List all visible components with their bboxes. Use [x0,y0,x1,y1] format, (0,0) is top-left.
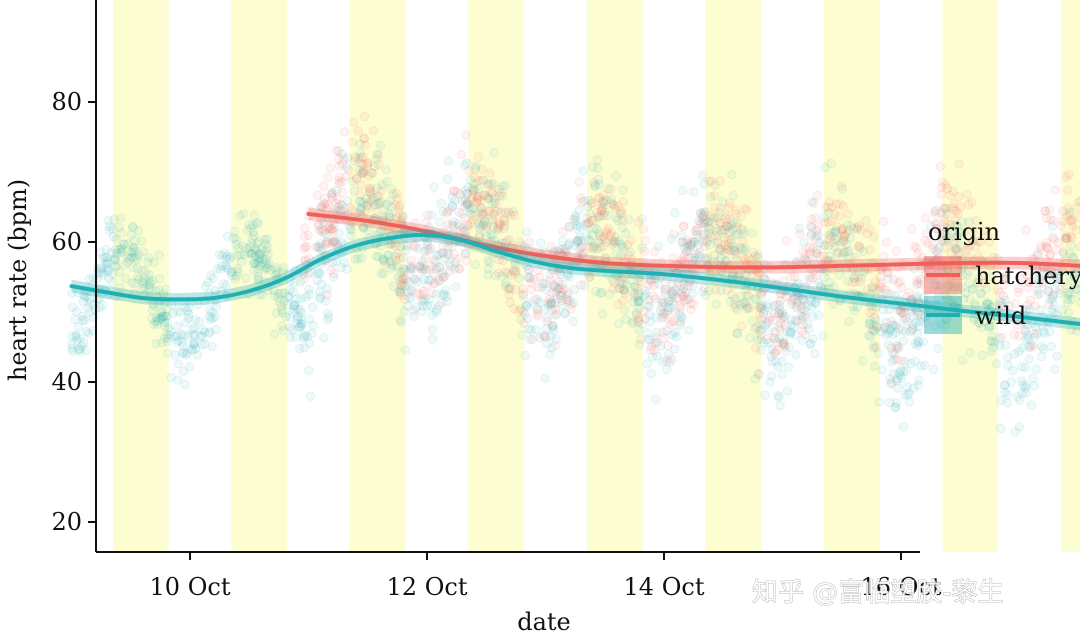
ribbon-wild [71,228,1080,331]
night-band-1 [112,0,169,552]
x-tick-label: 10 Oct [150,573,231,601]
legend-label-wild: wild [975,302,1026,330]
night-band-9 [1060,0,1080,552]
smooth-line-wild [69,232,1080,327]
y-tick-label: 60 [51,228,82,256]
y-axis-title: heart rate (bpm) [4,179,32,381]
night-band-2 [231,0,288,552]
legend: origin hatchery wild [924,218,1080,334]
y-tick-label: 80 [51,88,82,116]
legend-title: origin [928,218,1000,246]
night-bands [112,0,1080,552]
night-band-7 [823,0,880,552]
night-band-6 [705,0,762,552]
night-band-4 [468,0,525,552]
x-tick-label: 16 Oct [861,573,942,601]
night-band-3 [349,0,406,552]
smooth-lines [69,207,1080,331]
smooth-line-hatchery [306,212,1080,270]
x-tick-label: 12 Oct [387,573,468,601]
x-tick-label: 14 Oct [624,573,705,601]
axes [95,0,920,553]
y-tick-label: 40 [51,368,82,396]
scatter-points-hatchery [298,111,1080,388]
night-band-5 [586,0,643,552]
legend-label-hatchery: hatchery [975,262,1080,290]
y-tick-label: 20 [51,508,82,536]
y-ticks: 20 40 60 80 [51,88,96,536]
watermark: 知乎 @富临塑胶-黎生 [752,578,1004,608]
x-axis-title: date [517,608,571,636]
